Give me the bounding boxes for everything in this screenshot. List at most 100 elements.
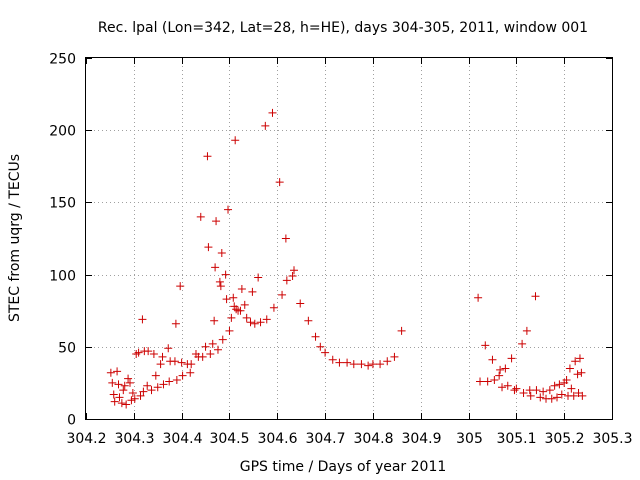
- data-point: [206, 350, 215, 359]
- data-point: [108, 378, 117, 387]
- x-tick-label: 305.3: [592, 431, 632, 447]
- data-point: [213, 345, 222, 354]
- data-point: [138, 315, 147, 324]
- data-point: [242, 313, 251, 322]
- data-point: [261, 121, 270, 130]
- data-point: [201, 342, 210, 351]
- data-point: [519, 389, 528, 398]
- data-point: [567, 384, 576, 393]
- y-tick-label: 0: [67, 413, 76, 429]
- data-point: [397, 326, 406, 335]
- axes: [85, 57, 613, 420]
- x-tick-label: 304.3: [114, 431, 154, 447]
- data-point: [109, 390, 118, 399]
- data-point: [281, 234, 290, 243]
- data-point: [187, 360, 196, 369]
- data-point: [224, 205, 233, 214]
- data-point: [119, 386, 128, 395]
- x-axis-label: GPS time / Days of year 2011: [240, 459, 447, 475]
- x-tick-label: 304.2: [66, 431, 106, 447]
- data-point: [246, 318, 255, 327]
- data-points: [106, 108, 587, 409]
- data-point: [553, 393, 562, 402]
- x-tick-label: 304.6: [257, 431, 297, 447]
- data-point: [510, 386, 519, 395]
- data-point: [343, 358, 352, 367]
- data-point: [227, 313, 236, 322]
- data-point: [498, 383, 507, 392]
- data-point: [159, 380, 168, 389]
- data-point: [237, 285, 246, 294]
- data-point: [139, 387, 148, 396]
- y-tick-label: 50: [58, 341, 76, 357]
- data-point: [212, 217, 221, 226]
- x-tick-label: 305.1: [496, 431, 536, 447]
- data-point: [296, 299, 305, 308]
- data-point: [124, 374, 133, 383]
- data-point: [269, 303, 278, 312]
- data-point: [575, 354, 584, 363]
- x-tick-label: 304.5: [209, 431, 249, 447]
- data-point: [113, 367, 122, 376]
- data-point: [571, 357, 580, 366]
- data-point: [531, 292, 540, 301]
- data-point: [335, 358, 344, 367]
- data-point: [178, 371, 187, 380]
- data-point: [311, 332, 320, 341]
- axis-ticks: 0 50 100 150 200 250 304.2 304.3 304.4 304.5 304.6…: [49, 52, 632, 448]
- data-point: [368, 360, 377, 369]
- data-point: [578, 391, 587, 400]
- data-point: [547, 394, 556, 403]
- data-point: [282, 276, 291, 285]
- data-point: [240, 300, 249, 309]
- data-point: [495, 371, 504, 380]
- data-point: [117, 399, 126, 408]
- data-point: [215, 277, 224, 286]
- data-point: [144, 347, 153, 356]
- data-point: [147, 386, 156, 395]
- data-point: [170, 357, 179, 366]
- data-point: [151, 371, 160, 380]
- data-point: [474, 293, 483, 302]
- data-point: [565, 364, 574, 373]
- data-point: [364, 361, 373, 370]
- data-point: [545, 386, 554, 395]
- data-point: [250, 319, 259, 328]
- data-point: [225, 326, 234, 335]
- data-point: [262, 315, 271, 324]
- data-point: [143, 381, 152, 390]
- data-point: [165, 377, 174, 386]
- data-point: [390, 352, 399, 361]
- data-point: [218, 335, 227, 344]
- data-point: [507, 354, 516, 363]
- data-point: [164, 344, 173, 353]
- data-point: [171, 319, 180, 328]
- data-point: [522, 326, 531, 335]
- data-point: [557, 390, 566, 399]
- data-point: [172, 376, 181, 385]
- y-tick-label: 250: [49, 52, 76, 68]
- data-point: [231, 136, 240, 145]
- data-point: [573, 370, 582, 379]
- data-point: [196, 212, 205, 221]
- data-point: [357, 360, 366, 369]
- data-point: [290, 266, 299, 275]
- data-point: [328, 355, 337, 364]
- data-point: [512, 384, 521, 393]
- data-point: [177, 358, 186, 367]
- data-point: [525, 386, 534, 395]
- data-point: [204, 243, 213, 252]
- data-point: [539, 387, 548, 396]
- x-tick-label: 305: [456, 431, 483, 447]
- plot-frame: [85, 57, 613, 420]
- data-point: [349, 360, 358, 369]
- data-point: [254, 273, 263, 282]
- data-point: [501, 364, 510, 373]
- data-point: [490, 376, 499, 385]
- data-point: [496, 365, 505, 374]
- data-point: [106, 368, 115, 377]
- data-point: [149, 350, 158, 359]
- data-point: [268, 108, 277, 117]
- data-point: [122, 400, 131, 409]
- data-point: [115, 393, 124, 402]
